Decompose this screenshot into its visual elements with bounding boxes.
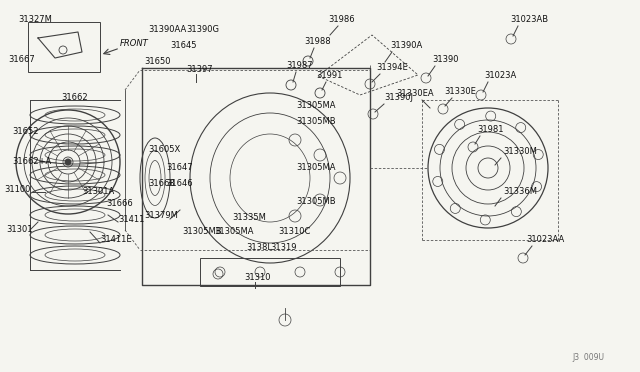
- Text: 31667: 31667: [8, 55, 35, 64]
- Text: 31987: 31987: [286, 61, 312, 71]
- Text: 31988: 31988: [304, 38, 331, 46]
- Text: J3  009U: J3 009U: [572, 353, 604, 362]
- Bar: [200, 258, 340, 286]
- Text: 31305MA: 31305MA: [214, 228, 253, 237]
- Text: 31986: 31986: [328, 16, 355, 25]
- Text: 31301A: 31301A: [82, 187, 115, 196]
- Text: 31647: 31647: [166, 164, 193, 173]
- Text: 31666: 31666: [106, 199, 132, 208]
- Text: 31100: 31100: [4, 186, 30, 195]
- Text: 31305MA: 31305MA: [296, 164, 335, 173]
- Text: 31645: 31645: [170, 42, 196, 51]
- Text: 31379M: 31379M: [144, 212, 178, 221]
- Text: 31668: 31668: [148, 180, 175, 189]
- Text: 31023AB: 31023AB: [510, 16, 548, 25]
- Text: FRONT: FRONT: [120, 38, 148, 48]
- Text: 31662+A: 31662+A: [12, 157, 51, 167]
- Text: 3138L: 3138L: [246, 244, 272, 253]
- Text: 31330E: 31330E: [444, 87, 476, 96]
- Text: 31662: 31662: [61, 93, 88, 102]
- Text: 31305MB: 31305MB: [296, 118, 335, 126]
- Text: 31390: 31390: [432, 55, 458, 64]
- Bar: [28, 22, 100, 72]
- Text: 31411: 31411: [118, 215, 145, 224]
- Text: 31310C: 31310C: [278, 228, 310, 237]
- Text: 31605X: 31605X: [148, 145, 180, 154]
- Text: 31411E: 31411E: [100, 235, 132, 244]
- Text: 31335M: 31335M: [232, 214, 266, 222]
- Text: 31301: 31301: [6, 225, 33, 234]
- Text: 31305MB: 31305MB: [296, 198, 335, 206]
- Text: 31390J: 31390J: [384, 93, 413, 103]
- Text: 31310: 31310: [244, 273, 271, 282]
- Text: 31390A: 31390A: [390, 42, 422, 51]
- Text: 31327M: 31327M: [18, 16, 52, 25]
- Text: 31305MB: 31305MB: [182, 228, 221, 237]
- Text: 31646: 31646: [166, 180, 193, 189]
- Text: 31336M: 31336M: [503, 187, 537, 196]
- Text: 31023AA: 31023AA: [526, 235, 564, 244]
- Text: 31023A: 31023A: [484, 71, 516, 80]
- Text: 31305MA: 31305MA: [296, 102, 335, 110]
- Text: 31330M: 31330M: [503, 148, 537, 157]
- Text: 31652: 31652: [12, 128, 38, 137]
- Text: 31397: 31397: [186, 65, 212, 74]
- Circle shape: [65, 159, 71, 165]
- Text: 31390G: 31390G: [186, 26, 219, 35]
- Text: 31991: 31991: [316, 71, 342, 80]
- Text: 31319: 31319: [270, 244, 296, 253]
- Text: 31390AA: 31390AA: [148, 26, 186, 35]
- Text: 31394E: 31394E: [376, 64, 408, 73]
- Text: 31650: 31650: [144, 58, 170, 67]
- Text: 31330EA: 31330EA: [396, 90, 434, 99]
- Text: 31981: 31981: [477, 125, 504, 135]
